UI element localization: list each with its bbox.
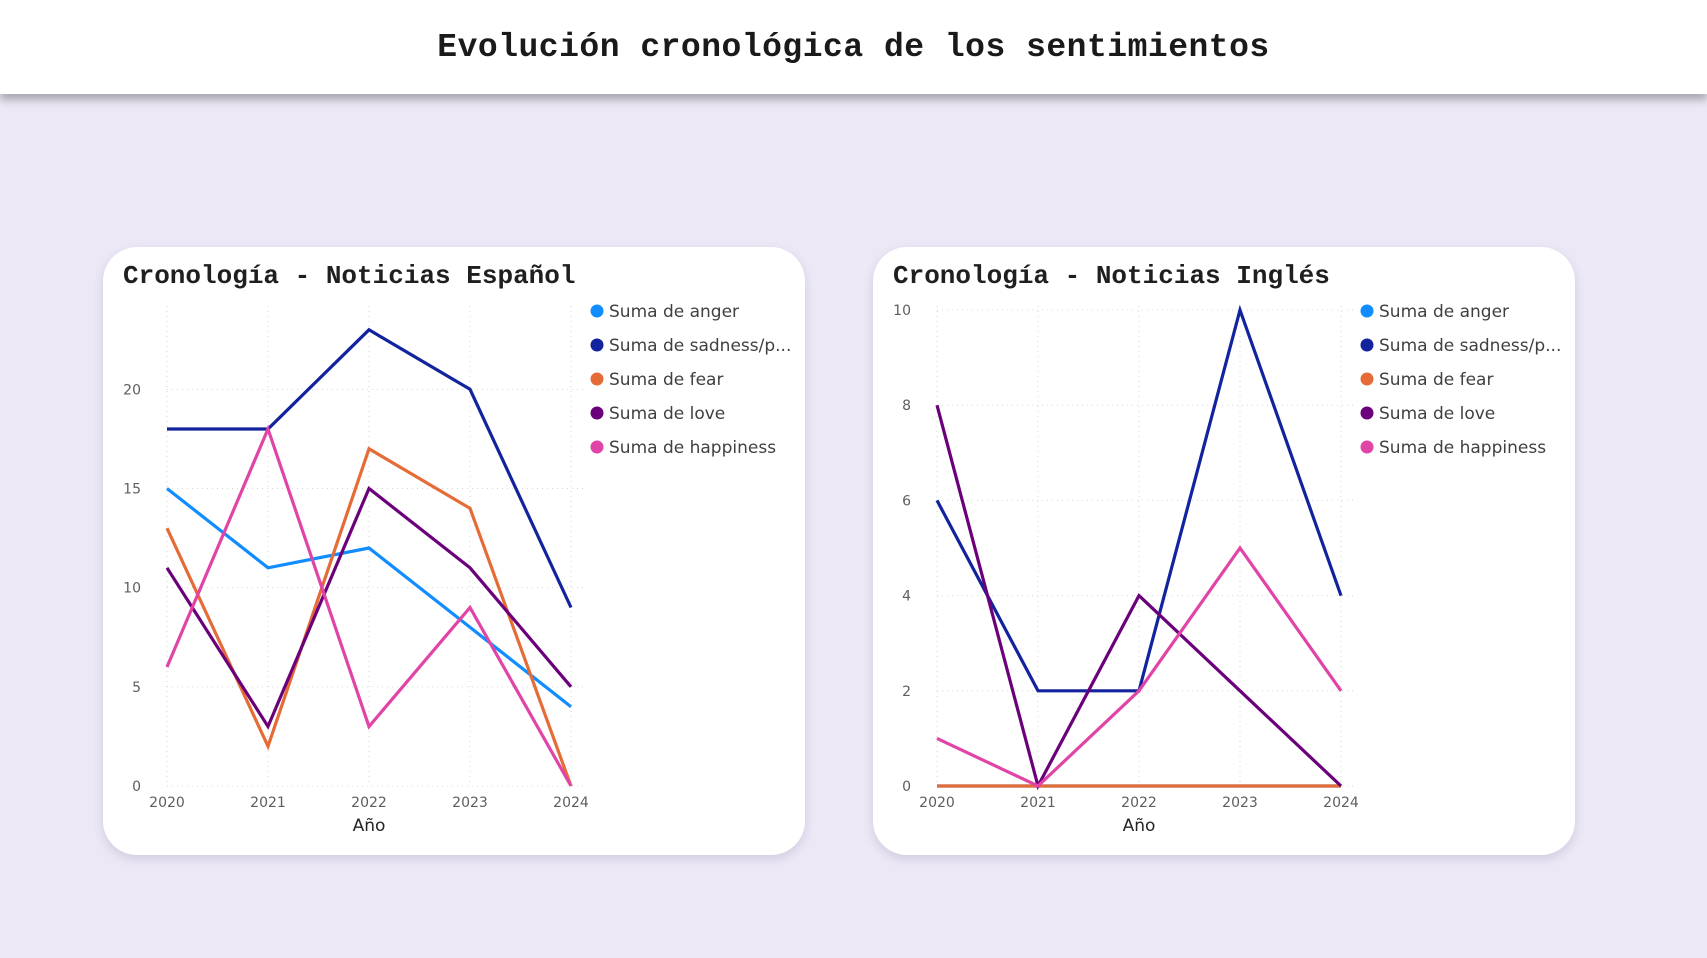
chart-title: Cronología - Noticias Inglés (893, 261, 1330, 291)
series-line[interactable] (166, 487, 572, 708)
legend-marker (1360, 304, 1374, 318)
line-chart-english: 0 2 4 6 8 10 2020 2021 2022 2023 2024 Año Suma de an… (893, 302, 1561, 836)
y-tick-label: 15 (123, 482, 141, 498)
y-tick-label: 8 (902, 398, 911, 414)
legend-item-label[interactable]: Suma de fear (609, 370, 723, 390)
series-line[interactable] (167, 327, 573, 609)
legend-marker (1360, 338, 1374, 352)
y-tick-label: 0 (902, 779, 911, 795)
x-tick-label: 2024 (553, 795, 589, 811)
legend-item-label[interactable]: Suma de love (609, 404, 725, 424)
y-tick-label: 5 (132, 680, 141, 696)
gridlines (936, 306, 1353, 787)
page-header: Evolución cronológica de los sentimiento… (0, 0, 1707, 94)
x-tick-label: 2024 (1323, 795, 1359, 811)
x-tick-label: 2022 (351, 795, 387, 811)
legend-item-label[interactable]: Suma de anger (1379, 302, 1509, 322)
legend-item-label[interactable]: Suma de sadness/p... (1379, 336, 1561, 356)
page-title: Evolución cronológica de los sentimiento… (437, 28, 1270, 66)
legend-item-label[interactable]: Suma de love (1379, 404, 1495, 424)
x-tick-label: 2023 (1222, 795, 1258, 811)
x-tick-label: 2022 (1121, 795, 1157, 811)
legend-item-label[interactable]: Suma de happiness (609, 438, 776, 458)
y-tick-label: 20 (123, 382, 141, 398)
series-line[interactable] (936, 545, 1343, 788)
chart-card-english: Cronología - Noticias Inglés 0 2 4 6 8 10 2020… (873, 247, 1575, 855)
legend-marker (590, 440, 604, 454)
series-line[interactable] (935, 404, 1343, 791)
y-tick-label: 2 (902, 684, 911, 700)
legend-marker (1360, 406, 1374, 420)
x-tick-label: 2021 (1020, 795, 1056, 811)
x-axis-title: Año (1123, 816, 1156, 836)
x-tick-label: 2021 (250, 795, 286, 811)
y-tick-label: 6 (902, 493, 911, 509)
y-tick-label: 10 (123, 581, 141, 597)
legend: Suma de anger Suma de sadness/p... Suma de… (590, 302, 791, 458)
chart-card-spanish: Cronología - Noticias Español 0 5 10 15 20 20… (103, 247, 805, 855)
x-tick-label: 2023 (452, 795, 488, 811)
legend-marker (1360, 440, 1374, 454)
legend-item-label[interactable]: Suma de fear (1379, 370, 1493, 390)
legend-item-label[interactable]: Suma de happiness (1379, 438, 1546, 458)
gridlines (166, 306, 583, 787)
legend: Suma de anger Suma de sadness/p... Suma de… (1360, 302, 1561, 458)
x-axis-title: Año (353, 816, 386, 836)
legend-marker (1360, 372, 1374, 386)
legend-item-label[interactable]: Suma de sadness/p... (609, 336, 791, 356)
x-tick-label: 2020 (149, 795, 185, 811)
legend-marker (590, 406, 604, 420)
legend-marker (590, 338, 604, 352)
chart-title: Cronología - Noticias Español (123, 261, 576, 291)
series-line[interactable] (165, 485, 573, 730)
y-tick-label: 4 (902, 589, 911, 605)
legend-item-label[interactable]: Suma de anger (609, 302, 739, 322)
y-tick-label: 10 (893, 303, 911, 319)
legend-marker (590, 304, 604, 318)
legend-marker (590, 372, 604, 386)
series-line[interactable] (165, 424, 573, 787)
y-tick-label: 0 (132, 779, 141, 795)
x-tick-label: 2020 (919, 795, 955, 811)
